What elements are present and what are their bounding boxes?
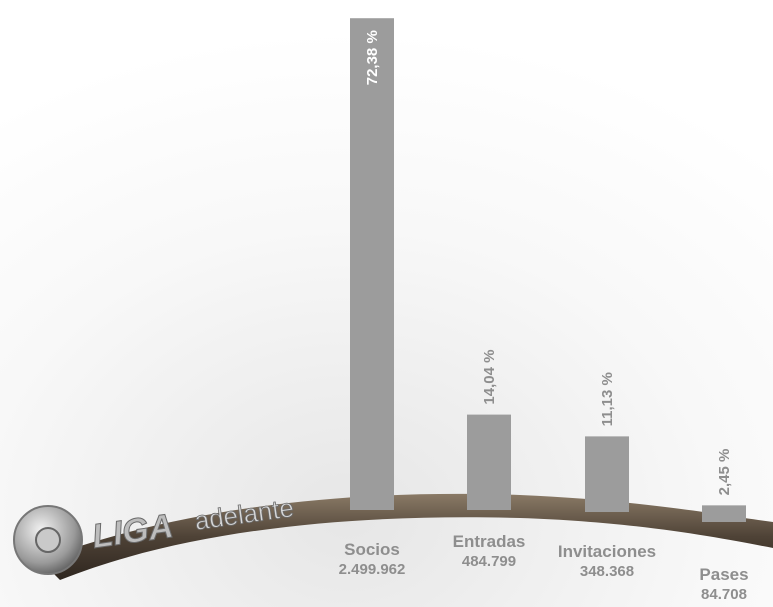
value-label: 11,13 % xyxy=(599,372,616,426)
category-label: Pases xyxy=(699,565,748,584)
bar xyxy=(702,505,746,522)
count-label: 84.708 xyxy=(701,586,747,603)
ribbon xyxy=(40,493,773,580)
bar xyxy=(585,436,629,512)
value-label: 14,04 % xyxy=(481,350,498,405)
count-label: 484.799 xyxy=(462,553,516,570)
category-label: Invitaciones xyxy=(558,542,656,561)
category-label: Socios xyxy=(344,540,400,559)
logo-ball-center xyxy=(35,527,61,553)
value-label: 72,38 % xyxy=(364,30,381,85)
count-label: 2.499.962 xyxy=(339,561,406,578)
bar xyxy=(350,18,394,510)
count-label: 348.368 xyxy=(580,563,634,580)
bar xyxy=(467,414,511,510)
category-label: Entradas xyxy=(453,532,526,551)
value-label: 2,45 % xyxy=(716,449,733,496)
